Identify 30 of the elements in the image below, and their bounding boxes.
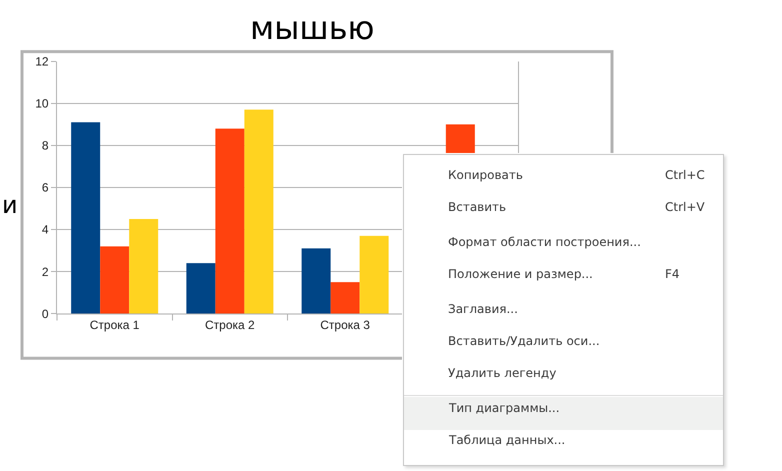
text: Таблица данных...: [448, 433, 566, 447]
bar: [302, 248, 331, 314]
bar: [186, 263, 216, 314]
y-tick-label: 0: [42, 306, 49, 321]
annotation: Формат области построения...: [448, 235, 641, 249]
text: Вставить Ctrl+V: [448, 200, 705, 214]
annotation: Заглавия...: [448, 302, 518, 316]
x-tick-label: Строка 3: [320, 318, 370, 332]
x-tick-label: Строка 2: [205, 318, 256, 332]
text: Копировать Ctrl+C: [448, 168, 705, 182]
bar: [244, 110, 274, 314]
text: Положение и размер... F4: [448, 267, 680, 281]
text: Удалить легенду: [448, 366, 556, 380]
y-tick-label: 8: [42, 138, 49, 153]
text: и: [2, 191, 18, 219]
y-tick-label: 2: [42, 264, 49, 279]
text: Вставить/Удалить оси...: [448, 334, 600, 348]
bar: [330, 282, 360, 314]
bar: [71, 122, 100, 314]
bar: [100, 246, 130, 314]
y-tick-label: 6: [42, 180, 49, 195]
bar: [129, 219, 158, 314]
y-tick-label: 10: [35, 96, 49, 111]
y-tick-label: 4: [42, 222, 49, 237]
y-tick-label: 12: [35, 54, 49, 69]
x-tick-label: Строка 1: [90, 318, 140, 332]
bar: [360, 236, 389, 314]
bar: [215, 128, 244, 314]
text: мышью: [250, 9, 374, 47]
text: Тип диаграммы...: [448, 401, 560, 415]
